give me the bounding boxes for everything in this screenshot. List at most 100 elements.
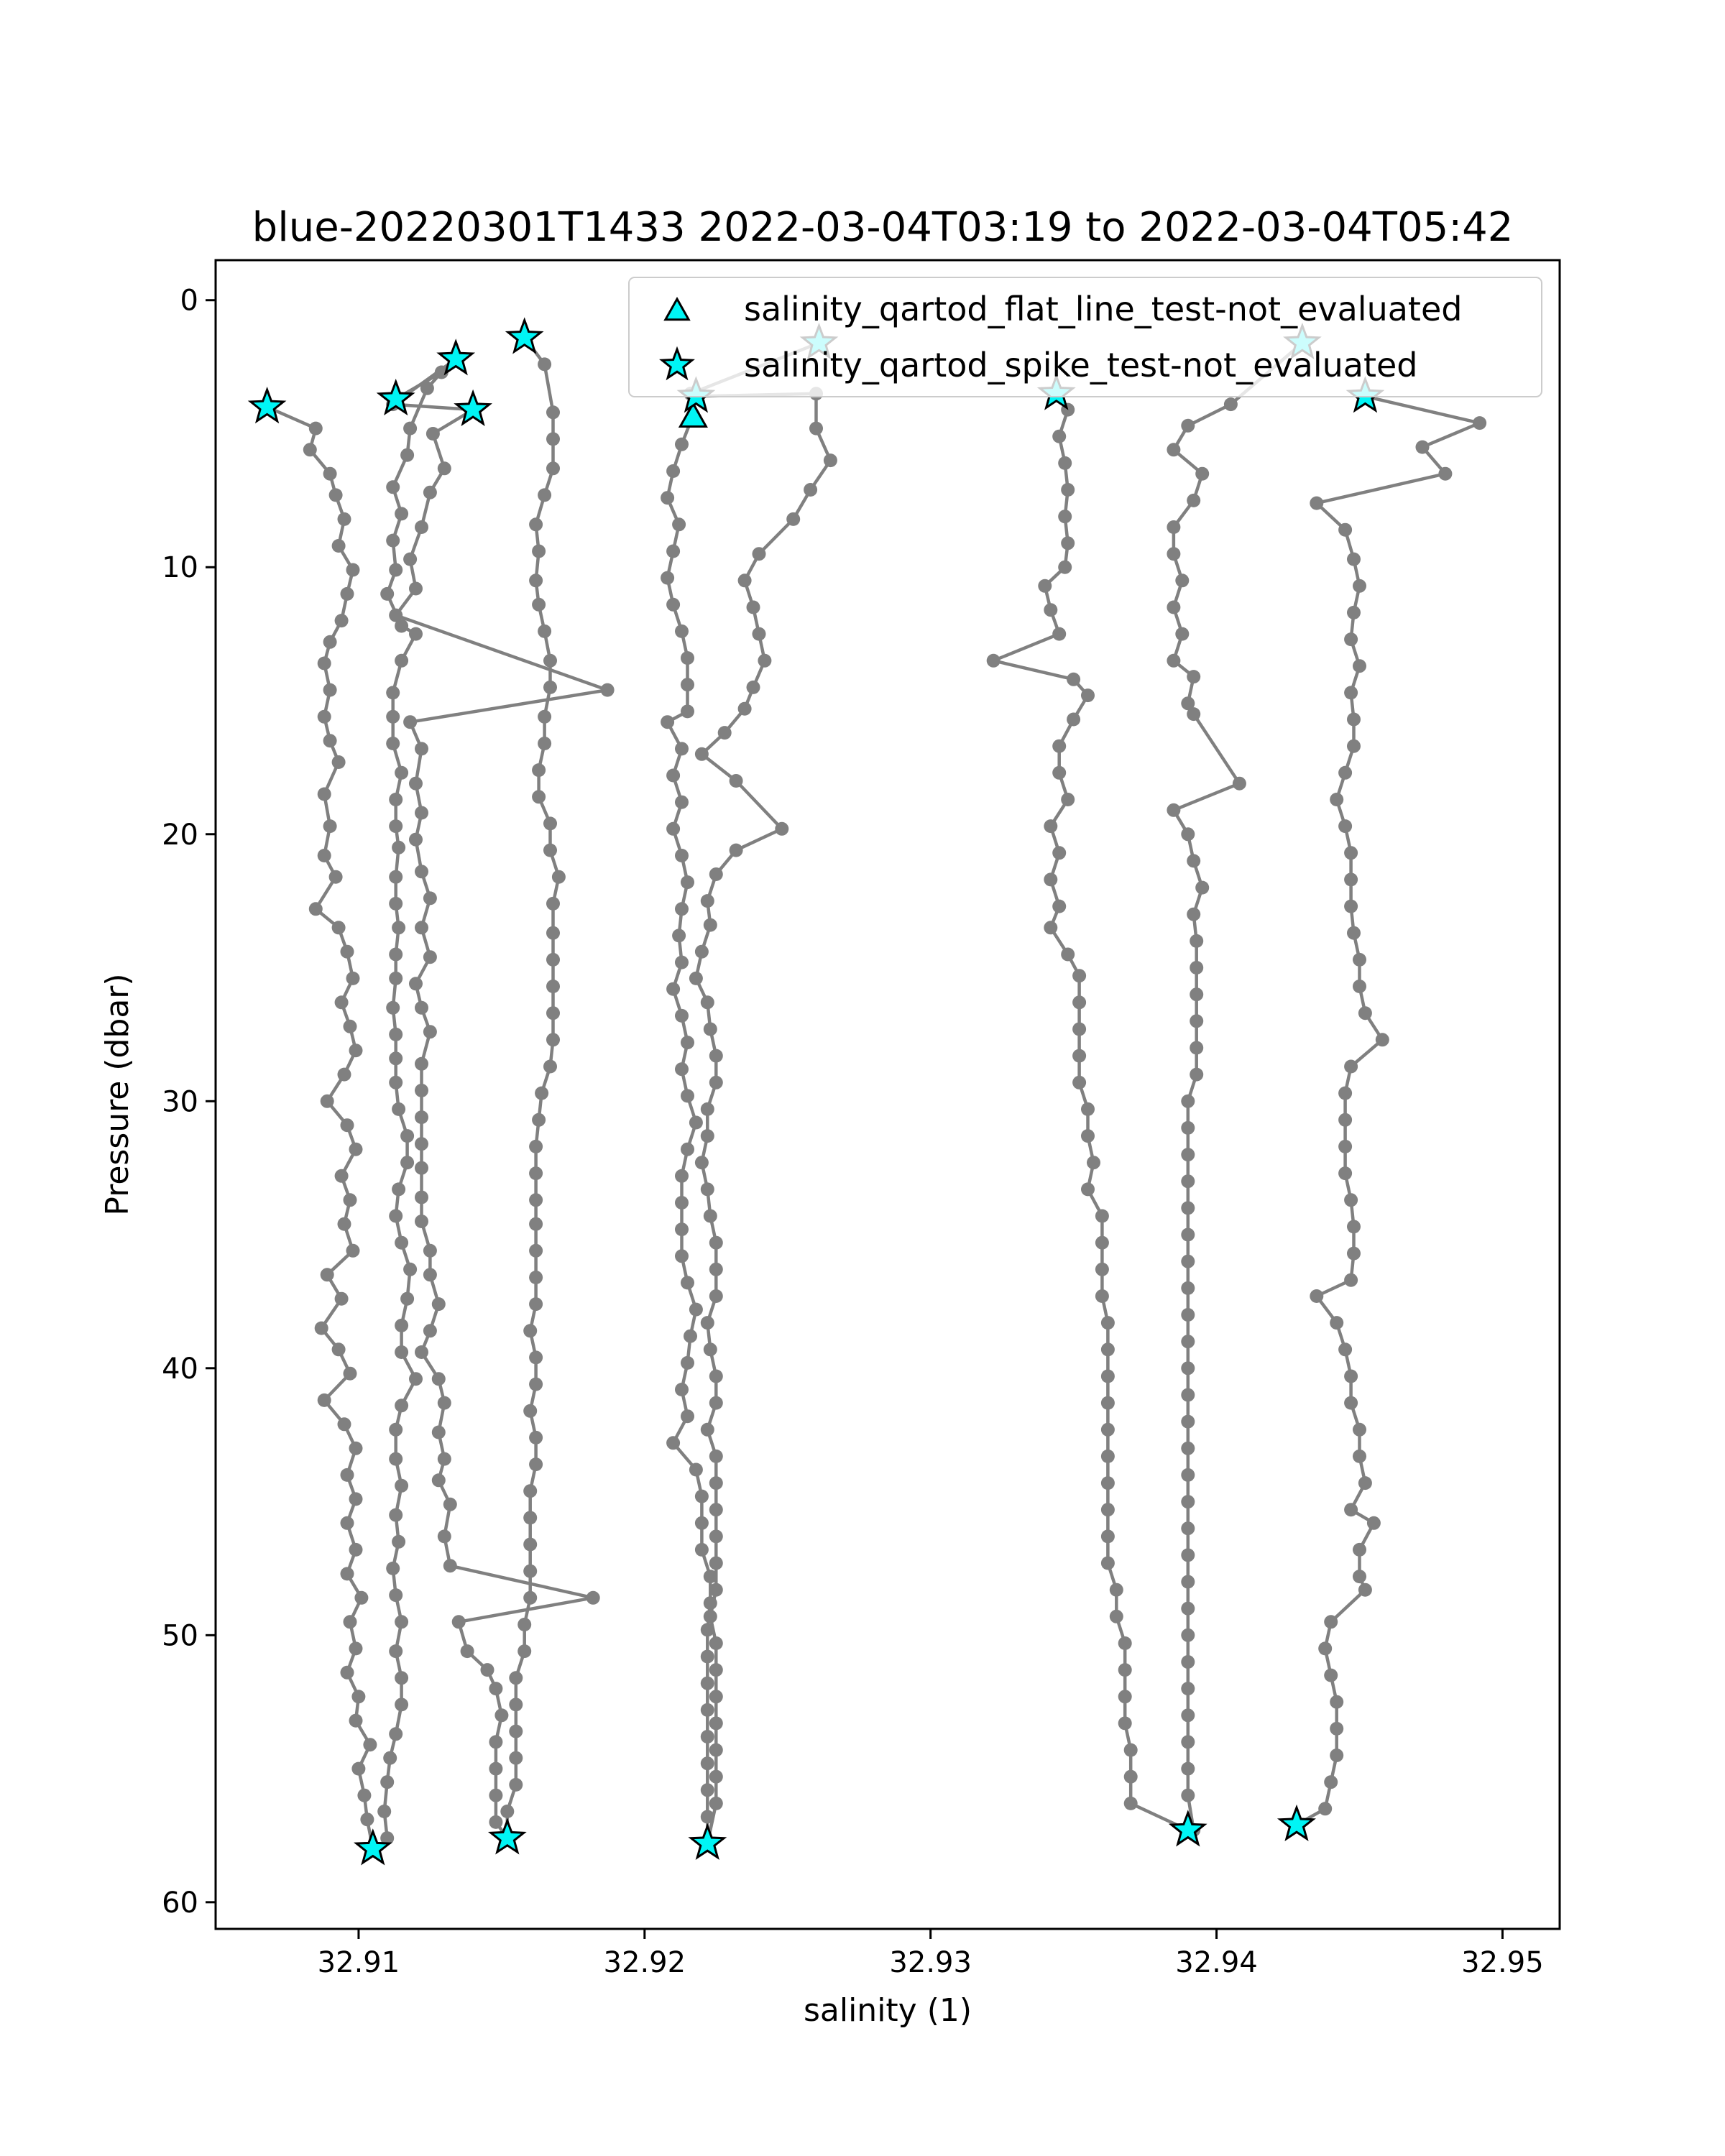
data-point [1100, 1369, 1115, 1383]
data-point [337, 1217, 351, 1231]
data-point [349, 1542, 363, 1557]
data-point [523, 1404, 538, 1418]
data-point [500, 1805, 515, 1818]
data-point [523, 1484, 538, 1498]
data-point [681, 651, 694, 665]
data-point [489, 1682, 503, 1696]
data-point [331, 539, 346, 553]
spike-star-marker [247, 386, 287, 424]
data-point [1190, 1041, 1204, 1055]
data-point [389, 1588, 403, 1603]
data-point [518, 1618, 532, 1631]
data-point [349, 1441, 363, 1455]
data-point [1081, 1129, 1095, 1143]
data-point [437, 1396, 451, 1410]
data-point [523, 1590, 538, 1605]
data-point [1167, 443, 1181, 457]
data-point [1181, 827, 1195, 842]
data-point [709, 1503, 723, 1517]
data-point [340, 1516, 354, 1530]
data-point [737, 701, 752, 716]
data-point [666, 1436, 681, 1450]
data-point [303, 443, 317, 457]
data-point [538, 624, 552, 638]
data-point [1344, 632, 1358, 647]
data-point [543, 653, 557, 668]
data-point [529, 1271, 543, 1284]
data-point [681, 1276, 694, 1290]
data-point [363, 1738, 377, 1752]
data-point [535, 1086, 549, 1100]
data-point [389, 1075, 403, 1089]
data-point [395, 1671, 409, 1685]
data-point [1344, 1503, 1358, 1517]
data-point [1187, 493, 1201, 507]
data-point [1044, 819, 1058, 834]
data-point [689, 1462, 703, 1477]
data-point [546, 952, 560, 967]
data-point [415, 1215, 428, 1228]
data-point [752, 627, 766, 641]
data-point [392, 1534, 406, 1549]
plot-area [247, 317, 1487, 1866]
data-point [1181, 1655, 1195, 1669]
data-point [1044, 872, 1058, 887]
data-point [386, 737, 400, 750]
data-point [532, 544, 546, 558]
data-point [1347, 712, 1361, 727]
data-point [1187, 907, 1201, 921]
data-point [509, 1751, 523, 1765]
data-point [377, 1805, 392, 1818]
legend: salinity_qartod_flat_line_test-not_evalu… [628, 277, 1542, 397]
data-point [317, 849, 331, 862]
y-tick-label: 20 [162, 819, 198, 852]
data-point [334, 995, 349, 1010]
data-point [1167, 600, 1181, 614]
data-point [489, 1735, 503, 1749]
data-point [1181, 1735, 1195, 1749]
data-point [681, 1409, 694, 1424]
data-point [317, 656, 331, 671]
data-point [681, 678, 694, 692]
data-point [681, 1036, 694, 1050]
profile-8 [1167, 336, 1310, 1837]
data-point [551, 870, 566, 884]
data-point [1100, 1396, 1115, 1410]
data-point [1338, 1342, 1353, 1357]
data-point [666, 821, 681, 836]
data-point [529, 1193, 543, 1207]
data-point [1181, 1548, 1195, 1562]
data-point [1353, 1422, 1366, 1437]
data-point [392, 921, 406, 935]
data-point [1052, 765, 1067, 780]
data-point [389, 947, 403, 962]
data-point [700, 1316, 714, 1330]
data-point [431, 1372, 446, 1386]
data-point [1190, 1067, 1204, 1082]
data-point [1100, 1503, 1115, 1517]
data-point [1181, 1281, 1195, 1295]
data-point [349, 1713, 363, 1728]
data-point [1044, 921, 1058, 935]
y-tick-label: 10 [162, 551, 198, 584]
data-point [523, 1537, 538, 1552]
data-point [1058, 560, 1072, 574]
data-point [529, 1166, 543, 1181]
data-point [1187, 854, 1201, 868]
data-point [1181, 1521, 1195, 1536]
data-point [1061, 793, 1075, 806]
data-point [443, 1497, 457, 1511]
data-point [386, 1000, 400, 1015]
data-point [709, 1075, 723, 1089]
data-point [308, 421, 323, 436]
profile-4 [500, 331, 566, 1846]
data-point [700, 1182, 714, 1197]
data-point [343, 1615, 357, 1629]
data-point [709, 867, 723, 881]
data-point [1181, 1788, 1195, 1802]
data-point [709, 1476, 723, 1491]
spike-star-marker [505, 317, 544, 354]
data-point [1095, 1209, 1109, 1223]
data-point [1324, 1615, 1338, 1629]
